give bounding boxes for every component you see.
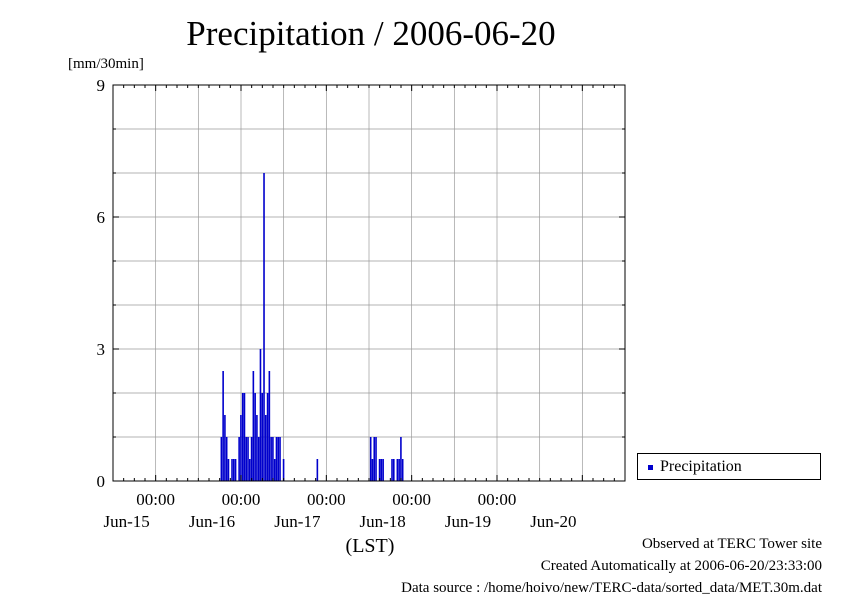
precipitation-bar xyxy=(224,415,226,481)
precipitation-bar xyxy=(398,459,400,481)
precipitation-bar xyxy=(400,437,402,481)
legend: Precipitation xyxy=(637,453,821,480)
precipitation-bar xyxy=(275,437,278,481)
x-tick-date-label: Jun-20 xyxy=(530,512,576,531)
precipitation-bar xyxy=(257,437,260,481)
footer-source: Data source : /home/hoivo/new/TERC-data/… xyxy=(401,580,822,596)
precipitation-bar xyxy=(220,437,223,481)
precipitation-bar xyxy=(396,459,399,481)
precipitation-bar xyxy=(238,437,240,481)
precipitation-bar xyxy=(382,459,384,481)
x-tick-date-label: Jun-17 xyxy=(274,512,321,531)
y-axis-unit-label: [mm/30min] xyxy=(68,56,144,72)
precipitation-bar xyxy=(252,371,255,481)
grid-lines xyxy=(113,85,625,481)
x-tick-time-label: 00:00 xyxy=(392,490,431,509)
precipitation-bar xyxy=(371,459,374,481)
precipitation-bar xyxy=(234,459,237,481)
axis-ticks: 0 3 6 9 00:00 Jun-15 00:00 Jun-16 00:00 Jun-17 00:… xyxy=(97,76,626,531)
legend-swatch-precipitation xyxy=(648,465,653,470)
precipitation-bar xyxy=(227,459,230,481)
x-tick-time-label: 00:00 xyxy=(478,490,517,509)
precipitation-bar xyxy=(401,459,404,481)
precipitation-bar xyxy=(222,371,224,481)
precipitation-bar xyxy=(391,459,393,481)
precipitation-bar xyxy=(241,393,244,481)
precipitation-bar xyxy=(378,459,381,481)
precipitation-bar xyxy=(245,437,248,481)
x-tick-time-label: 00:00 xyxy=(307,490,346,509)
bar-series-precipitation xyxy=(220,173,404,481)
x-tick-time-label: 00:00 xyxy=(222,490,261,509)
precipitation-bar xyxy=(270,437,272,481)
precipitation-bar xyxy=(277,437,280,481)
chart-title: Precipitation / 2006-06-20 xyxy=(186,14,556,53)
precipitation-bar xyxy=(393,459,395,481)
precipitation-bar xyxy=(240,415,242,481)
precipitation-bar xyxy=(272,437,274,481)
precipitation-bar xyxy=(369,437,372,481)
precipitation-bar xyxy=(266,393,269,481)
x-tick-date-label: Jun-19 xyxy=(445,512,491,531)
x-axis-title: (LST) xyxy=(346,535,395,557)
y-tick-label: 0 xyxy=(97,472,106,491)
precipitation-bar xyxy=(380,459,383,481)
precipitation-bar xyxy=(375,437,377,481)
precipitation-bar xyxy=(265,415,267,481)
precipitation-bar xyxy=(261,393,264,481)
precipitation-bar xyxy=(233,459,235,481)
precipitation-bar xyxy=(263,173,265,481)
x-tick-date-label: Jun-16 xyxy=(189,512,235,531)
precipitation-bar xyxy=(268,371,271,481)
precipitation-bar xyxy=(225,437,228,481)
x-tick-date-label: Jun-15 xyxy=(104,512,150,531)
precipitation-bar xyxy=(259,349,262,481)
precipitation-bar xyxy=(250,437,253,481)
precipitation-bar xyxy=(256,415,258,481)
precipitation-bar xyxy=(231,459,233,481)
precipitation-bar xyxy=(243,393,246,481)
y-tick-label: 3 xyxy=(97,340,106,359)
precipitation-bar xyxy=(254,393,256,481)
x-tick-date-label: Jun-18 xyxy=(360,512,406,531)
y-tick-label: 9 xyxy=(97,76,106,95)
precipitation-bar xyxy=(273,459,276,481)
precipitation-bar xyxy=(247,437,249,481)
x-tick-time-label: 00:00 xyxy=(136,490,175,509)
precipitation-bar xyxy=(373,437,376,481)
precipitation-bar xyxy=(316,459,319,481)
footer-observed: Observed at TERC Tower site xyxy=(641,536,822,552)
y-tick-label: 6 xyxy=(97,208,106,227)
legend-label-precipitation: Precipitation xyxy=(660,458,742,475)
precipitation-bar xyxy=(282,459,285,481)
footer-created: Created Automatically at 2006-06-20/23:3… xyxy=(540,558,822,574)
precipitation-bar xyxy=(279,437,281,481)
precipitation-bar xyxy=(249,459,251,481)
